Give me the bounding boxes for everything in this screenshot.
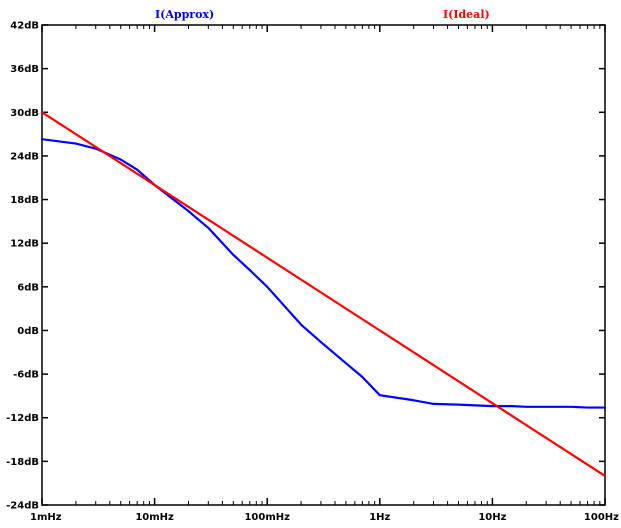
y-tick-label: 24dB — [10, 151, 39, 162]
y-tick-label: 30dB — [10, 108, 39, 119]
series-line-approx — [40, 138, 607, 409]
x-tick-label: 1mHz — [30, 512, 62, 523]
y-tick-label: -18dB — [6, 457, 39, 468]
y-tick-label: -12dB — [6, 413, 39, 424]
y-tick-label: 42dB — [10, 21, 39, 32]
legend-ideal: I(Ideal) — [443, 8, 490, 21]
y-tick-label: 18dB — [10, 195, 39, 206]
x-tick-label: 10mHz — [135, 512, 174, 523]
legend-approx: I(Approx) — [155, 8, 215, 21]
y-tick-label: 0dB — [17, 326, 39, 337]
y-tick-label: 6dB — [17, 282, 39, 293]
x-axis-ticks: 1mHz 10mHz 100mHz 1Hz 10Hz 100Hz — [30, 25, 619, 523]
y-tick-label: -6dB — [13, 370, 39, 381]
x-tick-label: 100mHz — [244, 512, 290, 523]
y-tick-label: -24dB — [6, 501, 39, 512]
y-tick-label: 36dB — [10, 64, 39, 75]
y-tick-label: 12dB — [10, 239, 39, 250]
x-tick-label: 1Hz — [369, 512, 390, 523]
series-line-ideal — [40, 111, 607, 478]
plot-frame — [41, 24, 606, 506]
x-tick-label: 100Hz — [584, 512, 619, 523]
y-axis-ticks: 42dB 36dB 30dB 24dB 18dB 12dB 6dB 0dB -6dB -12dB -… — [6, 21, 605, 512]
x-tick-label: 10Hz — [478, 512, 506, 523]
series-layer — [40, 111, 607, 478]
